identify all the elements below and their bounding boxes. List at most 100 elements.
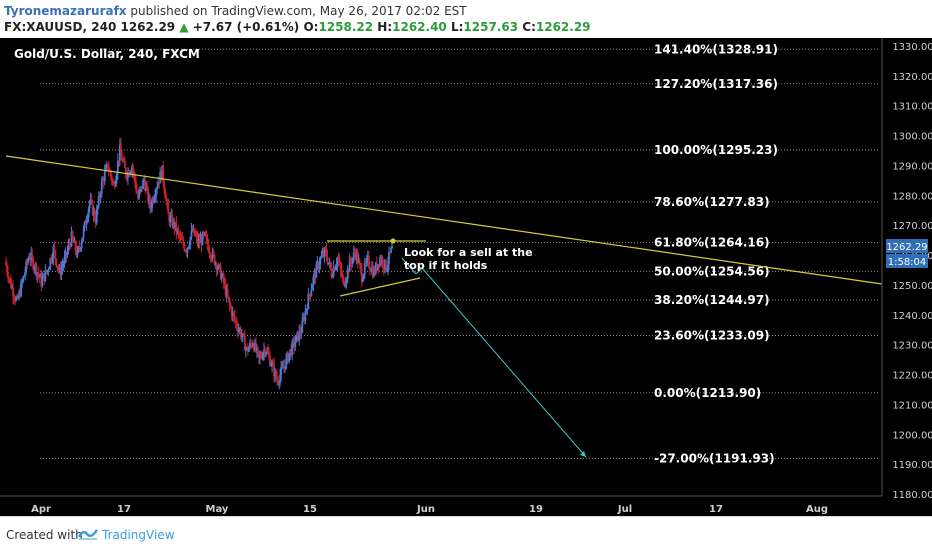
candle-body bbox=[295, 335, 298, 343]
author-link[interactable]: Tyronemazarurafx bbox=[4, 4, 127, 18]
fib-label: 127.20%(1317.36) bbox=[654, 77, 778, 91]
candle-body bbox=[54, 250, 57, 259]
candle-body bbox=[141, 186, 143, 189]
candle-body bbox=[224, 283, 227, 296]
candle-body bbox=[191, 230, 194, 232]
candle-body bbox=[330, 268, 333, 277]
y-tick-label: 1210.00 bbox=[892, 400, 932, 411]
candle-body bbox=[32, 258, 35, 269]
candle-body bbox=[366, 255, 369, 259]
candle-body bbox=[365, 258, 368, 264]
chart-title: Gold/U.S. Dollar, 240, FXCM bbox=[14, 47, 200, 61]
footer: Created with TradingView bbox=[0, 516, 932, 550]
candle-body bbox=[232, 312, 235, 316]
x-tick-label: 17 bbox=[709, 504, 723, 515]
candle-body bbox=[255, 342, 257, 351]
y-tick-label: 1270.00 bbox=[892, 221, 932, 232]
candle-body bbox=[25, 261, 28, 273]
candle-body bbox=[43, 274, 46, 281]
low-value: 1257.63 bbox=[463, 20, 519, 34]
candle-body bbox=[335, 264, 338, 267]
candle-body bbox=[119, 144, 122, 154]
fib-label: 61.80%(1264.16) bbox=[654, 236, 770, 250]
candle-body bbox=[132, 166, 134, 172]
candle-body bbox=[33, 268, 36, 270]
candle-body bbox=[88, 201, 91, 209]
candle-body bbox=[5, 261, 7, 266]
candle-body bbox=[276, 378, 279, 382]
candle-body bbox=[93, 210, 96, 219]
candle-body bbox=[303, 317, 306, 321]
candle-body bbox=[361, 279, 364, 282]
y-tick-label: 1190.00 bbox=[892, 460, 932, 471]
candle-body bbox=[173, 220, 176, 229]
candle-body bbox=[162, 165, 165, 183]
candle-body bbox=[359, 264, 362, 270]
candle-body bbox=[184, 250, 187, 252]
candle-body bbox=[312, 276, 315, 286]
candle-body bbox=[230, 307, 233, 317]
fib-label: 78.60%(1277.83) bbox=[654, 195, 770, 209]
tradingview-link[interactable]: TradingView bbox=[102, 528, 175, 542]
projection-arrowhead bbox=[580, 451, 586, 457]
candle-body bbox=[306, 308, 309, 310]
candle-body bbox=[367, 255, 370, 267]
candle-body bbox=[57, 267, 60, 270]
candle-body bbox=[257, 347, 259, 352]
candle-body bbox=[130, 171, 132, 173]
candle-body bbox=[188, 244, 191, 247]
candle-body bbox=[360, 269, 363, 282]
candle-body bbox=[27, 259, 30, 264]
price-chart[interactable]: 141.40%(1328.91) 127.20%(1317.36) 100.00%(… bbox=[0, 38, 932, 516]
candle-body bbox=[24, 272, 27, 276]
candle-body bbox=[13, 296, 15, 299]
up-arrow-icon: ▲ bbox=[179, 20, 189, 34]
candle-body bbox=[202, 233, 205, 235]
candle-body bbox=[115, 173, 118, 181]
candle-body bbox=[301, 320, 304, 333]
candle-body bbox=[12, 287, 14, 297]
candle-body bbox=[55, 258, 58, 267]
candle-body bbox=[332, 267, 335, 277]
candle-body bbox=[139, 189, 141, 192]
publish-line: Tyronemazarurafx published on TradingVie… bbox=[4, 4, 467, 18]
candle-body bbox=[331, 276, 334, 278]
candle-body bbox=[144, 180, 146, 191]
candle-body bbox=[150, 207, 153, 209]
candle-body bbox=[347, 269, 350, 272]
candle-body bbox=[140, 186, 142, 190]
candle-body bbox=[203, 232, 206, 235]
candle-body bbox=[122, 160, 124, 162]
candle-body bbox=[42, 274, 45, 279]
candle-body bbox=[136, 190, 138, 194]
candle-body bbox=[211, 251, 214, 259]
candle-body bbox=[386, 268, 388, 271]
candle-body bbox=[355, 252, 358, 258]
open-label: O: bbox=[303, 20, 319, 34]
x-tick-label: Aug bbox=[806, 504, 828, 515]
candle-body bbox=[261, 357, 263, 359]
candle-body bbox=[370, 267, 373, 272]
candle-body bbox=[316, 262, 319, 265]
candle-body bbox=[277, 381, 280, 383]
candle-body bbox=[10, 279, 12, 289]
candle-body bbox=[158, 182, 161, 184]
candle-body bbox=[272, 362, 274, 365]
price-tag: 1262.29 1:58:04 bbox=[886, 239, 928, 268]
candle-body bbox=[280, 367, 283, 375]
candle-body bbox=[78, 247, 81, 249]
candle-body bbox=[177, 229, 180, 233]
candle-body bbox=[175, 222, 178, 233]
y-tick-label: 1180.00 bbox=[892, 490, 932, 501]
candle-body bbox=[46, 270, 49, 273]
candle-body bbox=[292, 340, 295, 342]
candle-body bbox=[239, 329, 242, 337]
candle-body bbox=[260, 355, 262, 358]
candle-body bbox=[216, 268, 219, 270]
candle-body bbox=[135, 182, 137, 191]
candle-body bbox=[329, 262, 332, 269]
candle-body bbox=[231, 312, 234, 317]
candle-body bbox=[198, 240, 201, 244]
candle-body bbox=[171, 215, 174, 227]
candle-body bbox=[225, 289, 228, 296]
